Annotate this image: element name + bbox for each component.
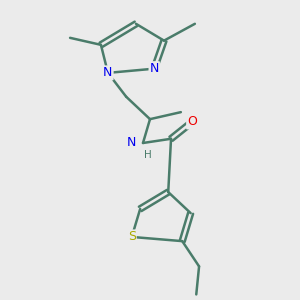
Text: H: H [144,150,152,160]
Text: N: N [103,66,112,80]
Text: N: N [127,136,136,149]
Text: N: N [149,62,159,75]
Text: O: O [187,116,197,128]
Text: S: S [128,230,136,243]
